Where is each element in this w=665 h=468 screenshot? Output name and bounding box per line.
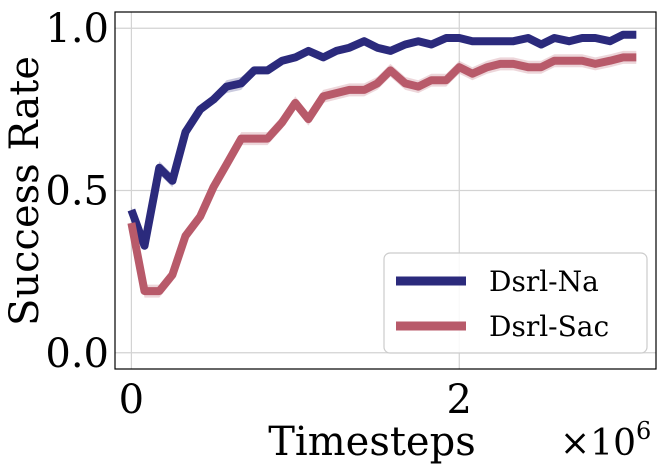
- x-axis-label: Timesteps: [268, 419, 475, 465]
- x-tick-label: 0: [119, 377, 144, 423]
- y-tick-label: 0.0: [45, 331, 109, 377]
- y-tick-label: 0.5: [45, 169, 109, 215]
- y-axis-label: Success Rate: [2, 56, 48, 326]
- x-axis-multiplier: ×106: [560, 417, 651, 464]
- series-line-dsrl-na: [127, 30, 637, 250]
- legend: Dsrl-Na Dsrl-Sac: [383, 252, 648, 354]
- series-line-dsrl-sac: [127, 53, 637, 296]
- x-multiplier-base: ×10: [560, 423, 636, 464]
- legend-label-dsrl-sac: Dsrl-Sac: [489, 310, 609, 343]
- y-tick-label: 1.0: [45, 6, 109, 52]
- tick-labels: 0.0 0.5 1.0 0 2: [45, 6, 472, 423]
- legend-label-dsrl-na: Dsrl-Na: [489, 265, 599, 298]
- x-tick-label: 2: [447, 377, 472, 423]
- plot-frame: [114, 11, 657, 370]
- x-multiplier-exponent: 6: [636, 417, 651, 445]
- series-lines: [127, 30, 637, 296]
